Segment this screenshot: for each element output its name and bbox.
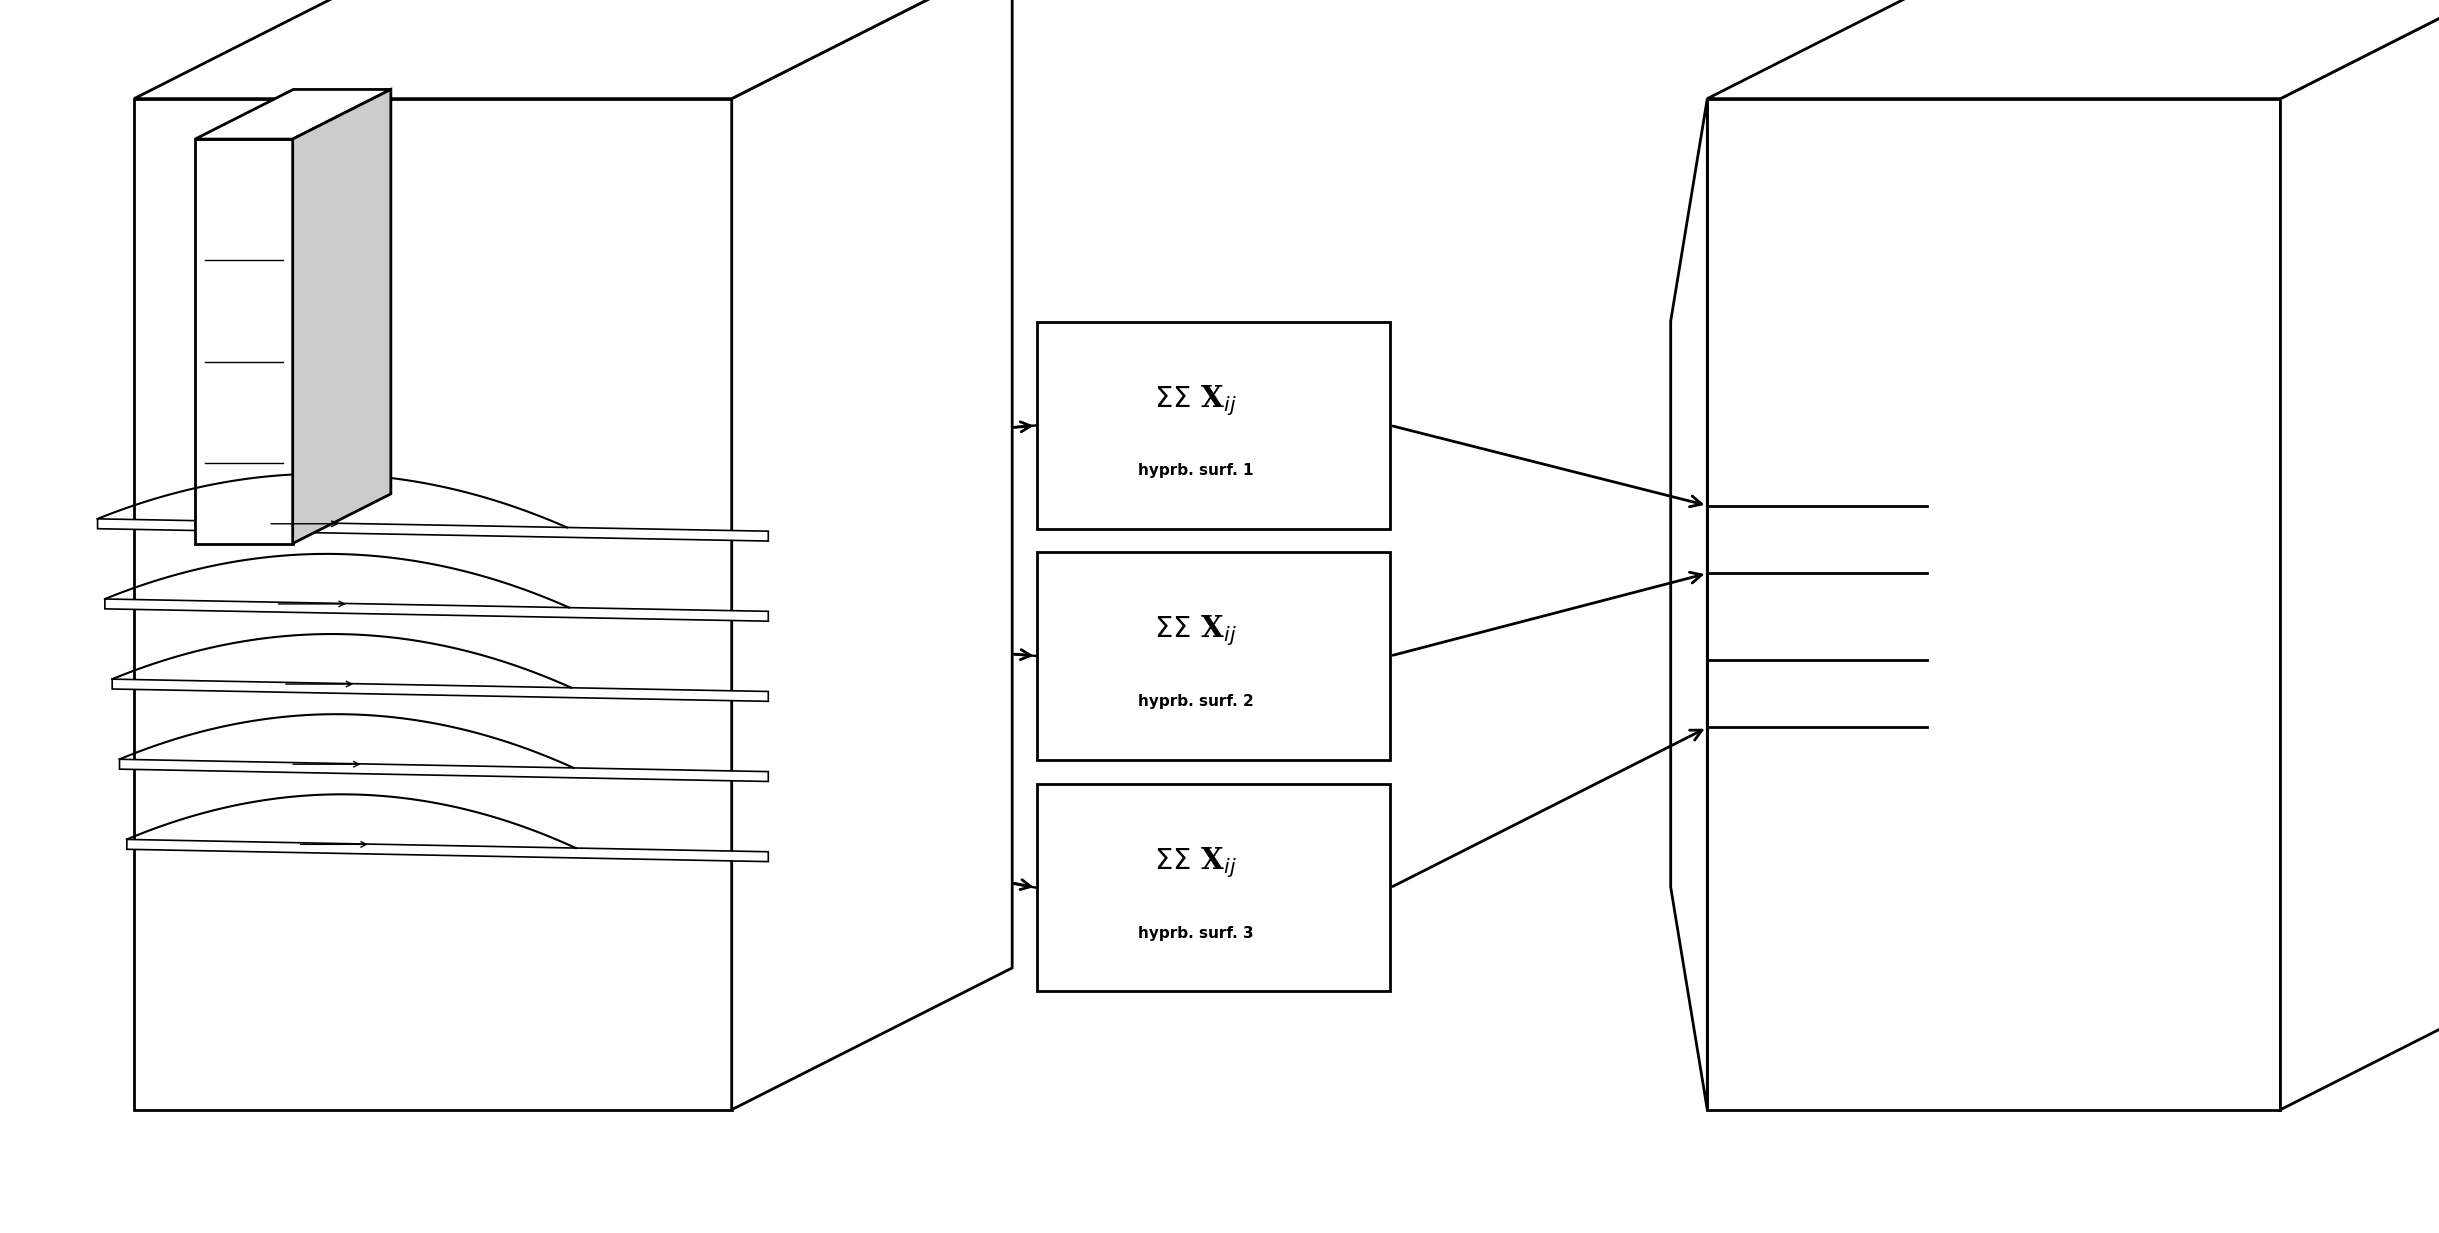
Bar	[1037, 322, 1390, 529]
Polygon shape	[1671, 99, 1707, 1110]
Text: hyprb. surf. 3: hyprb. surf. 3	[1139, 926, 1254, 941]
Polygon shape	[732, 0, 1012, 1110]
Polygon shape	[195, 139, 293, 544]
Polygon shape	[127, 840, 768, 862]
Polygon shape	[134, 0, 1012, 99]
Bar	[1037, 552, 1390, 760]
Text: hyprb. surf. 1: hyprb. surf. 1	[1139, 464, 1254, 478]
Polygon shape	[1707, 0, 2439, 99]
Polygon shape	[105, 599, 768, 621]
Text: $\Sigma\Sigma$ X$_{ij}$: $\Sigma\Sigma$ X$_{ij}$	[1154, 614, 1237, 649]
Polygon shape	[293, 90, 390, 544]
Polygon shape	[195, 90, 390, 139]
Polygon shape	[2280, 0, 2439, 1110]
Text: $\Sigma\Sigma$ X$_{ij}$: $\Sigma\Sigma$ X$_{ij}$	[1154, 846, 1237, 880]
Bar	[1037, 784, 1390, 991]
Polygon shape	[98, 519, 768, 541]
Text: hyprb. surf. 2: hyprb. surf. 2	[1139, 694, 1254, 709]
Polygon shape	[134, 99, 732, 1110]
Polygon shape	[112, 679, 768, 702]
Text: $\Sigma\Sigma$ X$_{ij}$: $\Sigma\Sigma$ X$_{ij}$	[1154, 383, 1237, 418]
Polygon shape	[120, 760, 768, 782]
Polygon shape	[1707, 99, 2280, 1110]
